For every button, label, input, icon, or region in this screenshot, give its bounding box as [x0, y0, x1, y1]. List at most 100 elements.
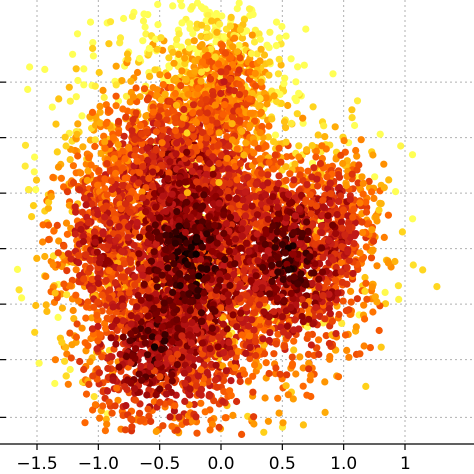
scatter-point	[282, 163, 290, 171]
scatter-point	[377, 200, 385, 208]
scatter-point	[96, 102, 104, 110]
scatter-point	[255, 103, 263, 111]
scatter-point	[122, 113, 130, 121]
scatter-point	[238, 430, 246, 438]
scatter-point	[282, 138, 290, 146]
scatter-point	[214, 60, 223, 68]
scatter-point	[164, 109, 172, 118]
scatter-point	[238, 127, 246, 135]
scatter-point	[61, 133, 69, 141]
scatter-point	[315, 350, 323, 358]
scatter-point	[358, 218, 366, 226]
scatter-point	[159, 126, 167, 134]
scatter-point	[49, 261, 57, 269]
scatter-point	[235, 0, 243, 7]
scatter-point	[89, 372, 97, 380]
scatter-point	[158, 132, 166, 140]
scatter-point	[45, 198, 53, 206]
scatter-point	[252, 82, 260, 90]
scatter-point	[82, 390, 91, 398]
scatter-point	[159, 192, 167, 200]
scatter-point	[343, 346, 351, 354]
scatter-point	[288, 353, 296, 361]
scatter-point	[80, 81, 88, 89]
scatter-point	[231, 364, 239, 372]
scatter-point	[302, 25, 310, 33]
scatter-point	[228, 113, 236, 121]
scatter-point	[177, 82, 185, 90]
scatter-point	[137, 362, 145, 370]
scatter-point	[230, 270, 238, 278]
scatter-point	[158, 139, 166, 147]
scatter-point	[100, 93, 108, 101]
scatter-point	[337, 151, 345, 159]
scatter-point	[139, 17, 148, 25]
scatter-point	[198, 41, 206, 49]
scatter-point	[197, 32, 205, 41]
scatter-point	[196, 109, 204, 117]
scatter-point	[208, 420, 216, 428]
scatter-point	[29, 202, 38, 210]
scatter-point	[21, 141, 30, 149]
scatter-point	[188, 3, 196, 11]
scatter-point	[170, 108, 178, 116]
scatter-point	[72, 291, 80, 299]
scatter-point	[290, 176, 298, 184]
scatter-point	[300, 61, 308, 69]
scatter-point	[236, 377, 244, 386]
scatter-point	[220, 33, 228, 41]
scatter-point	[149, 158, 157, 166]
scatter-point	[353, 97, 362, 105]
scatter-point	[91, 401, 100, 409]
scatter-point	[245, 332, 253, 340]
scatter-point	[182, 75, 190, 83]
scatter-point	[183, 189, 191, 197]
scatter-point	[299, 364, 307, 372]
scatter-point	[43, 307, 51, 315]
scatter-point	[109, 230, 117, 238]
scatter-point	[353, 295, 361, 303]
scatter-point	[321, 408, 329, 416]
scatter-point	[341, 331, 350, 339]
scatter-point	[143, 128, 151, 136]
scatter-point	[375, 326, 383, 335]
scatter-point	[359, 179, 367, 187]
scatter-point	[265, 44, 273, 52]
scatter-point	[52, 120, 60, 128]
scatter-point	[47, 193, 55, 201]
scatter-point	[367, 254, 376, 262]
scatter-point	[348, 114, 356, 122]
scatter-point	[143, 144, 151, 152]
scatter-point	[116, 34, 125, 42]
scatter-point	[229, 43, 237, 51]
scatter-point	[30, 168, 38, 176]
scatter-point	[101, 185, 109, 193]
scatter-point	[61, 357, 69, 365]
scatter-point	[68, 341, 76, 349]
scatter-point	[101, 138, 109, 146]
scatter-point	[307, 371, 315, 380]
scatter-point	[299, 421, 307, 429]
scatter-point	[358, 255, 366, 263]
scatter-point	[256, 316, 264, 324]
scatter-point	[172, 101, 181, 109]
scatter-point	[41, 65, 49, 73]
scatter-point	[217, 68, 225, 76]
scatter-point	[221, 49, 230, 57]
scatter-point	[233, 176, 241, 184]
scatter-point	[28, 213, 36, 221]
scatter-point	[153, 45, 161, 53]
scatter-point	[122, 92, 130, 100]
scatter-point	[220, 387, 228, 396]
scatter-point	[377, 343, 385, 351]
scatter-point	[165, 54, 173, 62]
scatter-point	[32, 176, 41, 184]
scatter-point	[39, 221, 47, 229]
scatter-point	[211, 53, 219, 61]
scatter-point	[83, 303, 91, 311]
scatter-point	[178, 19, 186, 27]
scatter-point	[238, 34, 247, 42]
scatter-point	[256, 155, 264, 163]
scatter-point	[283, 371, 291, 379]
scatter-point	[248, 90, 256, 98]
